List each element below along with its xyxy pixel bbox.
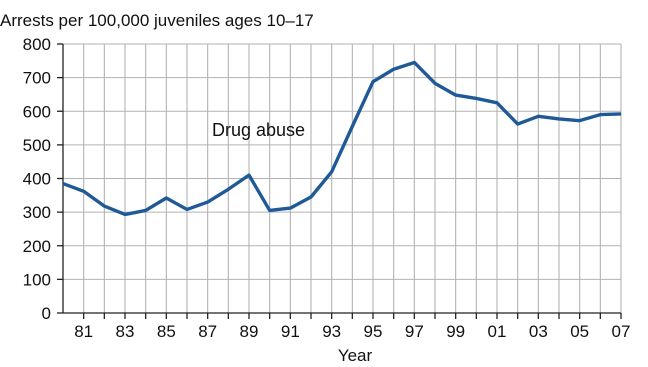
x-tick-label: 81	[74, 322, 93, 341]
x-tick-labels: 81 83 85 87 89 91 93 95 97 99 01 03 05 07	[74, 322, 630, 341]
y-tick-label: 0	[42, 304, 51, 323]
y-tick-label: 200	[23, 237, 51, 256]
y-tick-label: 100	[23, 270, 51, 289]
x-tick-label: 03	[529, 322, 548, 341]
x-tick-label: 83	[116, 322, 135, 341]
x-axis-title: Year	[338, 346, 373, 365]
y-tick-labels: 0 100 200 300 400 500 600 700 800	[23, 35, 51, 323]
x-tick-label: 99	[446, 322, 465, 341]
grid-lines	[63, 43, 622, 313]
x-tick-label: 01	[488, 322, 507, 341]
x-tick-label: 85	[157, 322, 176, 341]
x-tick-label: 91	[281, 322, 300, 341]
x-tick-label: 87	[198, 322, 217, 341]
series-line-drug-abuse	[62, 60, 622, 217]
y-tick-label: 300	[23, 203, 51, 222]
x-tick-label: 97	[405, 322, 424, 341]
x-tick-label: 89	[240, 322, 259, 341]
series-label-drug-abuse: Drug abuse	[212, 120, 305, 140]
y-tick-label: 500	[23, 136, 51, 155]
y-tick-label: 800	[23, 35, 51, 54]
series-lines	[62, 60, 622, 217]
y-tick-label: 600	[23, 102, 51, 121]
y-tick-label: 700	[23, 69, 51, 88]
chart-title: Arrests per 100,000 juveniles ages 10–17	[0, 11, 314, 30]
y-tick-label: 400	[23, 170, 51, 189]
x-tick-label: 95	[364, 322, 383, 341]
x-tick-label: 05	[570, 322, 589, 341]
x-tick-label: 07	[612, 322, 631, 341]
axes	[57, 43, 622, 319]
x-tick-label: 93	[322, 322, 341, 341]
